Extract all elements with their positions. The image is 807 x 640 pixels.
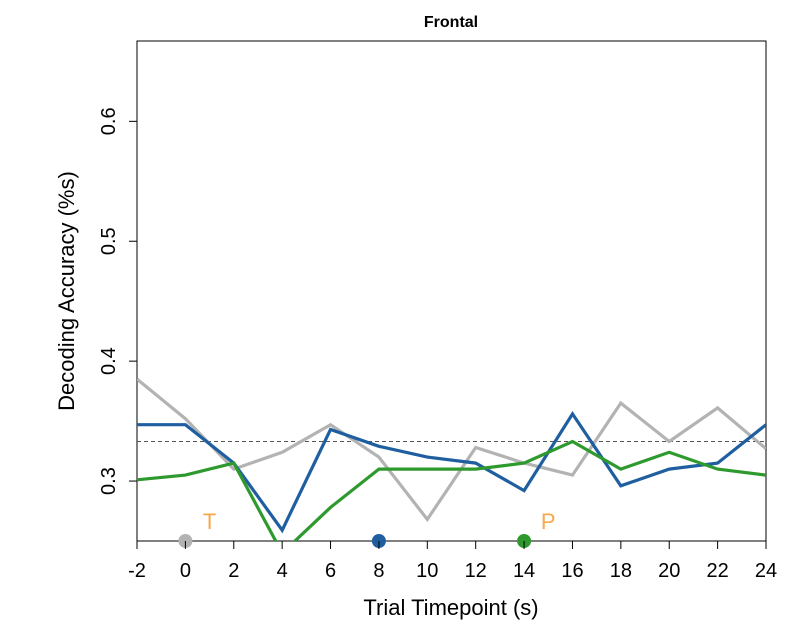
series-line-2 <box>137 410 766 534</box>
x-tick-label: 0 <box>180 560 191 582</box>
series-line-1 <box>137 377 766 523</box>
x-tick-label: 8 <box>373 560 384 582</box>
series-line-3 <box>137 439 766 541</box>
plot-frame <box>136 40 767 542</box>
y-tick-label: 0.6 <box>98 107 120 135</box>
chart-title: Frontal <box>424 14 478 31</box>
x-tick-label: 12 <box>465 560 487 582</box>
y-tick-label: 0.5 <box>98 227 120 255</box>
x-tick-label: 6 <box>325 560 336 582</box>
y-axis-label: Decoding Accuracy (%s) <box>54 171 79 411</box>
y-tick-label: 0.3 <box>98 467 120 495</box>
annotation-t: T <box>203 509 216 534</box>
x-tick-label: 2 <box>228 560 239 582</box>
x-axis-label: Trial Timepoint (s) <box>363 595 538 620</box>
annotation-p: P <box>541 509 556 534</box>
x-tick-label: -2 <box>128 560 146 582</box>
x-tick-label: 20 <box>658 560 680 582</box>
x-tick-label: 22 <box>706 560 728 582</box>
x-tick-label: 4 <box>277 560 288 582</box>
x-tick-label: 18 <box>610 560 632 582</box>
x-tick-label: 16 <box>561 560 583 582</box>
x-tick-label: 10 <box>416 560 438 582</box>
x-tick-label: 24 <box>755 560 777 582</box>
x-tick-label: 14 <box>513 560 535 582</box>
y-tick-label: 0.4 <box>98 347 120 375</box>
